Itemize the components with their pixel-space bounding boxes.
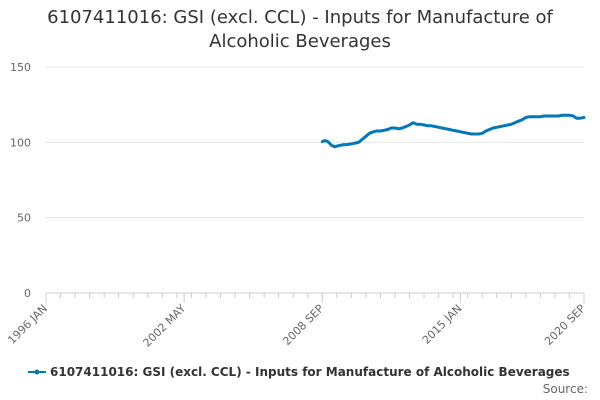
data-point <box>390 126 393 130</box>
data-point <box>342 143 346 146</box>
data-point <box>546 114 549 118</box>
data-point <box>484 129 488 133</box>
y-tick-label: 100 <box>10 136 31 149</box>
x-tick-label: 2015 JAN <box>420 302 465 347</box>
data-point <box>553 114 557 118</box>
data-point <box>382 129 386 132</box>
data-point <box>502 124 506 127</box>
x-tick-label: 2008 SEP <box>280 302 326 348</box>
data-point <box>350 142 353 146</box>
data-point <box>353 141 357 145</box>
data-point <box>451 129 455 132</box>
chart-title: 6107411016: GSI (excl. CCL) - Inputs for… <box>0 6 600 54</box>
data-point <box>346 143 349 146</box>
data-point <box>331 144 335 148</box>
data-point <box>550 114 553 118</box>
data-point <box>491 126 495 130</box>
data-point <box>415 123 418 126</box>
data-point <box>517 120 520 123</box>
data-point <box>444 127 448 130</box>
data-point <box>361 138 364 141</box>
y-tick-label: 50 <box>17 212 31 225</box>
data-point <box>473 132 477 136</box>
data-point <box>524 116 528 119</box>
data-point <box>330 144 333 147</box>
data-point <box>466 132 469 135</box>
data-point <box>542 114 546 118</box>
data-point <box>419 123 422 126</box>
legend-label: 6107411016: GSI (excl. CCL) - Inputs for… <box>50 365 570 379</box>
x-tick-label: 2020 SEP <box>542 302 588 348</box>
data-point <box>481 132 484 135</box>
data-point <box>426 124 429 127</box>
data-point <box>371 130 375 133</box>
x-tick-label: 2002 MAY <box>141 302 189 350</box>
data-point <box>564 114 568 117</box>
data-point <box>539 115 542 118</box>
data-point <box>506 123 509 127</box>
data-point <box>488 128 491 131</box>
data-point <box>495 126 498 129</box>
data-point <box>404 125 408 128</box>
data-point <box>560 114 564 117</box>
data-point <box>379 129 382 133</box>
data-point <box>321 140 324 143</box>
data-point <box>575 117 578 120</box>
data-point <box>357 141 360 144</box>
series-group <box>320 113 586 149</box>
data-point <box>328 141 331 145</box>
data-point <box>430 124 433 127</box>
data-point <box>571 114 575 118</box>
data-point <box>499 125 502 128</box>
data-point <box>433 125 437 128</box>
data-point <box>401 126 404 130</box>
data-point <box>322 139 326 143</box>
data-point <box>510 123 513 126</box>
axes: 0 50 100 150 1996 JAN 2002 MAY 2008 SEP 2015 JA… <box>5 61 588 350</box>
data-point <box>448 128 451 131</box>
data-point <box>579 117 582 120</box>
data-point <box>557 114 560 118</box>
data-point <box>470 132 473 136</box>
data-point <box>324 139 328 143</box>
data-point <box>339 144 342 147</box>
data-point <box>513 121 517 124</box>
data-point <box>333 145 337 149</box>
source-label: Source: <box>542 382 588 396</box>
data-point <box>411 121 415 124</box>
data-point <box>462 131 466 134</box>
data-point <box>531 115 535 118</box>
data-point <box>568 114 571 117</box>
chart-title-line-1: 6107411016: GSI (excl. CCL) - Inputs for… <box>47 7 553 28</box>
grid <box>46 66 584 294</box>
data-point <box>582 116 586 119</box>
data-point <box>393 126 397 130</box>
data-point <box>326 140 329 143</box>
data-point <box>386 128 389 131</box>
data-point <box>459 130 462 133</box>
data-point <box>335 144 339 148</box>
data-point <box>528 115 531 118</box>
data-point <box>375 129 378 133</box>
data-point <box>368 132 371 135</box>
data-point <box>408 123 411 127</box>
x-tick-label: 1996 JAN <box>5 302 50 347</box>
data-point <box>521 118 524 121</box>
data-point <box>364 135 368 138</box>
data-point <box>422 123 426 127</box>
data-point <box>477 132 480 136</box>
y-tick-label: 0 <box>24 287 31 300</box>
legend[interactable]: 6107411016: GSI (excl. CCL) - Inputs for… <box>28 362 570 382</box>
y-tick-label: 150 <box>10 61 31 74</box>
data-point <box>441 126 444 130</box>
data-point <box>455 129 458 133</box>
legend-line-icon <box>28 369 46 375</box>
data-point <box>397 127 400 130</box>
chart-title-line-2: Alcoholic Beverages <box>209 31 391 52</box>
data-point <box>437 126 440 129</box>
data-point <box>535 115 538 118</box>
